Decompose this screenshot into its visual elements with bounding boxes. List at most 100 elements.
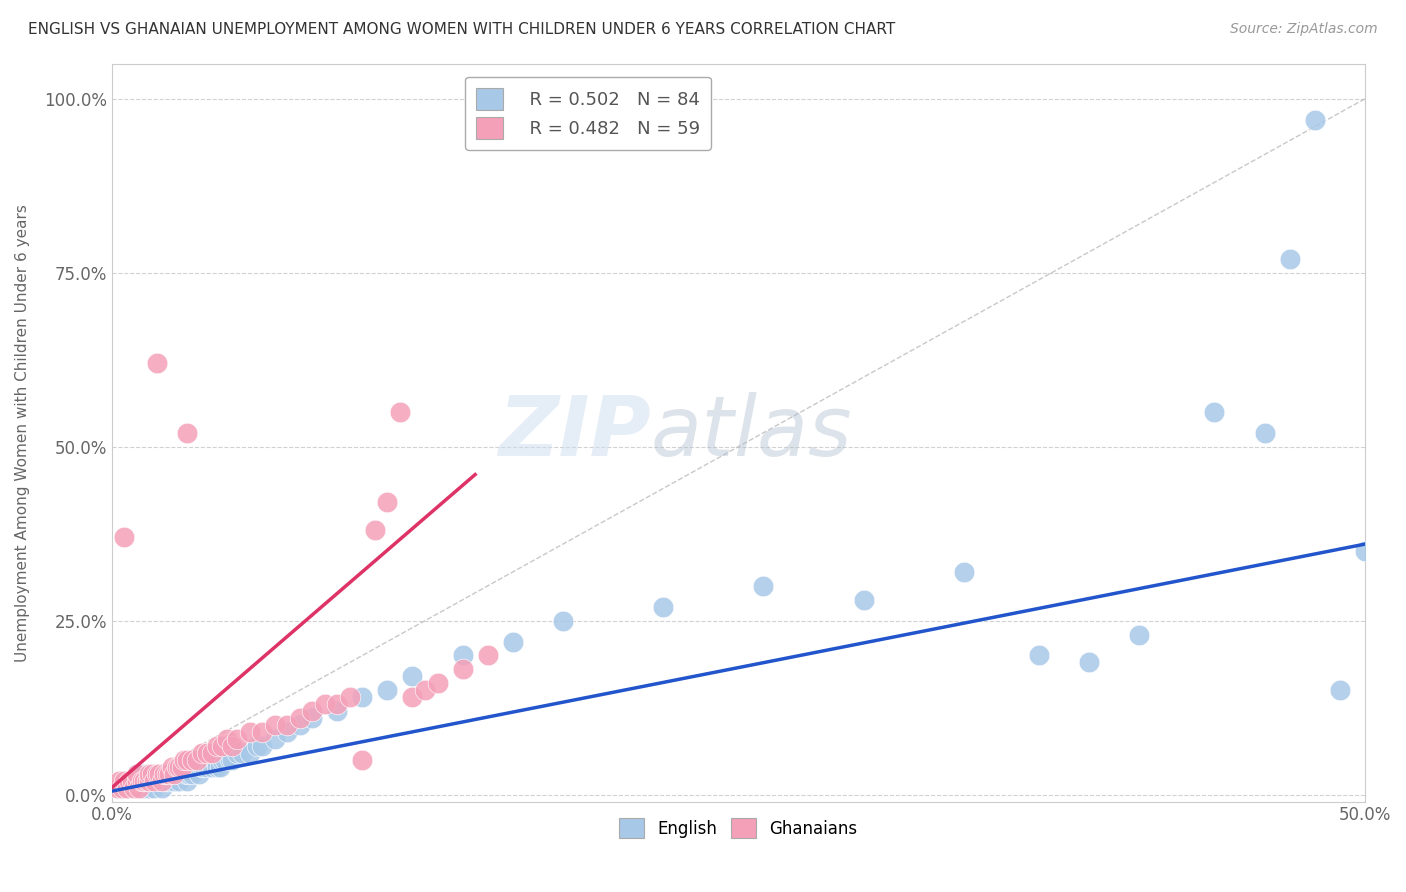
Point [146, 766, 169, 780]
Point [201, 760, 224, 774]
Point [239, 746, 262, 760]
Point [128, 780, 150, 795]
Point [201, 746, 224, 760]
Point [150, 780, 173, 795]
Point [413, 683, 436, 698]
Point [176, 425, 198, 440]
Point [263, 718, 285, 732]
Point [163, 766, 186, 780]
Point [131, 766, 153, 780]
Point [138, 773, 160, 788]
Point [143, 780, 166, 795]
Text: atlas: atlas [651, 392, 852, 474]
Point [148, 766, 170, 780]
Point [163, 773, 186, 788]
Point [170, 766, 193, 780]
Point [214, 753, 236, 767]
Point [125, 766, 148, 780]
Point [138, 766, 160, 780]
Point [131, 773, 153, 788]
Point [157, 766, 180, 780]
Point [195, 760, 218, 774]
Point [1078, 656, 1101, 670]
Point [451, 662, 474, 676]
Point [163, 766, 186, 780]
Point [451, 648, 474, 663]
Point [211, 753, 233, 767]
Point [118, 773, 141, 788]
Point [186, 753, 208, 767]
Point [246, 739, 269, 753]
Point [263, 731, 285, 746]
Point [131, 773, 153, 788]
Point [121, 773, 143, 788]
Point [1253, 425, 1275, 440]
Point [191, 760, 214, 774]
Point [169, 760, 191, 774]
Point [1278, 252, 1301, 266]
Point [250, 739, 273, 753]
Point [124, 773, 146, 788]
Point [125, 780, 148, 795]
Text: Source: ZipAtlas.com: Source: ZipAtlas.com [1230, 22, 1378, 37]
Point [752, 579, 775, 593]
Point [138, 766, 160, 780]
Point [153, 766, 176, 780]
Point [377, 683, 399, 698]
Point [141, 773, 163, 788]
Point [1204, 405, 1226, 419]
Point [221, 739, 243, 753]
Point [226, 731, 249, 746]
Point [183, 760, 205, 774]
Point [135, 773, 157, 788]
Point [352, 690, 374, 705]
Point [156, 766, 179, 780]
Point [118, 773, 141, 788]
Point [112, 773, 135, 788]
Text: ZIP: ZIP [498, 392, 651, 474]
Point [138, 773, 160, 788]
Point [401, 669, 423, 683]
Point [326, 697, 349, 711]
Point [191, 746, 214, 760]
Point [134, 773, 156, 788]
Point [1128, 627, 1150, 641]
Point [953, 565, 976, 579]
Point [135, 773, 157, 788]
Point [160, 760, 183, 774]
Point [218, 753, 240, 767]
Point [176, 773, 198, 788]
Point [150, 766, 173, 780]
Point [169, 773, 191, 788]
Point [193, 760, 215, 774]
Point [215, 731, 238, 746]
Point [211, 739, 233, 753]
Point [148, 773, 170, 788]
Point [156, 766, 179, 780]
Point [176, 753, 198, 767]
Point [156, 773, 179, 788]
Legend: English, Ghanaians: English, Ghanaians [613, 811, 863, 845]
Point [166, 760, 188, 774]
Point [181, 766, 204, 780]
Point [652, 599, 675, 614]
Point [157, 773, 180, 788]
Point [141, 766, 163, 780]
Point [112, 530, 135, 544]
Point [326, 704, 349, 718]
Point [125, 773, 148, 788]
Point [205, 739, 228, 753]
Point [111, 780, 134, 795]
Point [288, 711, 311, 725]
Point [146, 356, 169, 370]
Point [314, 697, 336, 711]
Point [124, 780, 146, 795]
Point [1329, 683, 1351, 698]
Point [502, 634, 524, 648]
Point [301, 704, 323, 718]
Point [112, 780, 135, 795]
Text: ENGLISH VS GHANAIAN UNEMPLOYMENT AMONG WOMEN WITH CHILDREN UNDER 6 YEARS CORRELA: ENGLISH VS GHANAIAN UNEMPLOYMENT AMONG W… [28, 22, 896, 37]
Point [426, 676, 449, 690]
Point [105, 780, 128, 795]
Point [352, 753, 374, 767]
